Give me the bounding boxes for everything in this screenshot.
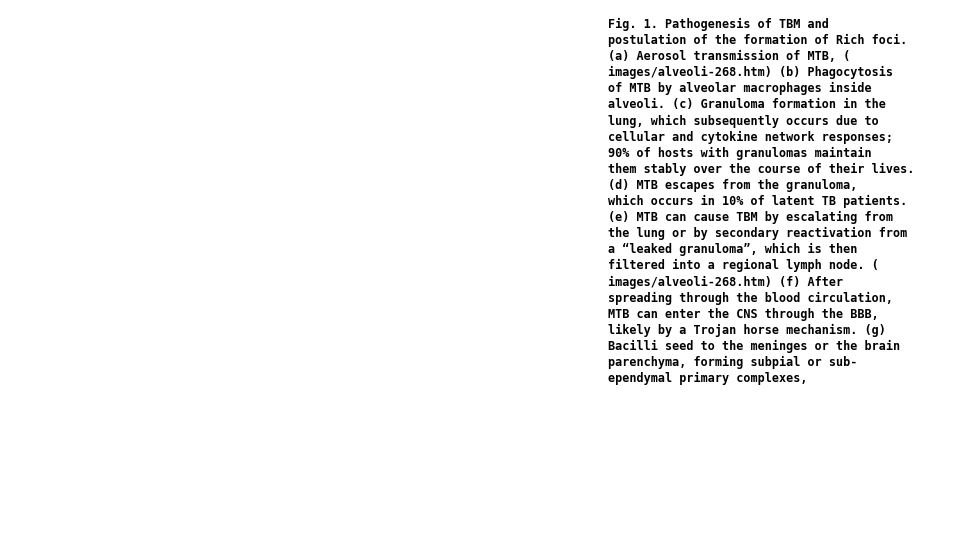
Text: images/alveoli-268.htm) (f) After: images/alveoli-268.htm) (f) After: [608, 275, 843, 288]
Text: (a) Aerosol transmission of MTB, (: (a) Aerosol transmission of MTB, (: [608, 50, 851, 63]
Text: lung, which subsequently occurs due to: lung, which subsequently occurs due to: [608, 114, 878, 127]
Text: 90% of hosts with granulomas maintain: 90% of hosts with granulomas maintain: [608, 147, 872, 160]
Text: postulation of the formation of Rich foci.: postulation of the formation of Rich foc…: [608, 34, 907, 47]
Text: them stably over the course of their lives.: them stably over the course of their liv…: [608, 163, 914, 176]
Text: parenchyma, forming subpial or sub-: parenchyma, forming subpial or sub-: [608, 356, 857, 369]
Text: alveoli. (c) Granuloma formation in the: alveoli. (c) Granuloma formation in the: [608, 98, 886, 111]
Text: (d) MTB escapes from the granuloma,: (d) MTB escapes from the granuloma,: [608, 179, 857, 192]
Text: of MTB by alveolar macrophages inside: of MTB by alveolar macrophages inside: [608, 83, 872, 96]
Text: MTB can enter the CNS through the BBB,: MTB can enter the CNS through the BBB,: [608, 308, 878, 321]
Text: which occurs in 10% of latent TB patients.: which occurs in 10% of latent TB patient…: [608, 195, 907, 208]
Text: filtered into a regional lymph node. (: filtered into a regional lymph node. (: [608, 259, 878, 273]
Text: Bacilli seed to the meninges or the brain: Bacilli seed to the meninges or the brai…: [608, 340, 900, 353]
Text: cellular and cytokine network responses;: cellular and cytokine network responses;: [608, 131, 893, 144]
Text: the lung or by secondary reactivation from: the lung or by secondary reactivation fr…: [608, 227, 907, 240]
Text: likely by a Trojan horse mechanism. (g): likely by a Trojan horse mechanism. (g): [608, 324, 886, 337]
Text: ependymal primary complexes,: ependymal primary complexes,: [608, 372, 807, 385]
Text: (e) MTB can cause TBM by escalating from: (e) MTB can cause TBM by escalating from: [608, 211, 893, 224]
Text: Fig. 1. Pathogenesis of TBM and: Fig. 1. Pathogenesis of TBM and: [608, 18, 828, 31]
Text: images/alveoli-268.htm) (b) Phagocytosis: images/alveoli-268.htm) (b) Phagocytosis: [608, 66, 893, 79]
Text: spreading through the blood circulation,: spreading through the blood circulation,: [608, 292, 893, 305]
Text: a “leaked granuloma”, which is then: a “leaked granuloma”, which is then: [608, 244, 857, 256]
